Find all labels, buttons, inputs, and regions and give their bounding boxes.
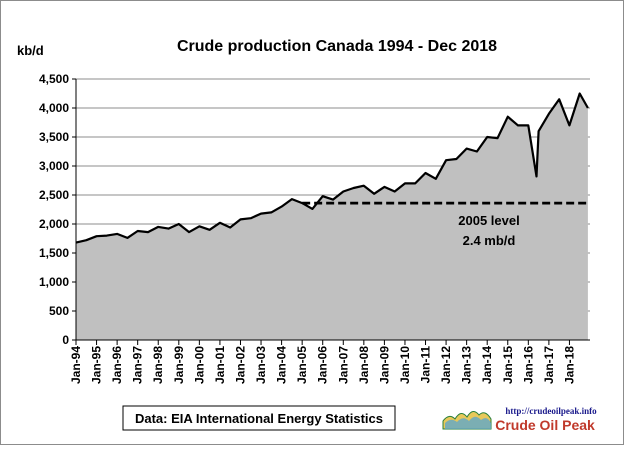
x-tick-label: Jan-09	[377, 346, 391, 384]
axes	[72, 78, 590, 345]
x-tick-labels: Jan-94 Jan-95 Jan-96 Jan-97 Jan-98 Jan-99 Jan-…	[69, 346, 576, 384]
y-tick-label: 2,000	[39, 217, 69, 231]
reference-label-line2: 2.4 mb/d	[463, 233, 516, 248]
x-tick-label: Jan-03	[254, 346, 268, 384]
chart-title: Crude production Canada 1994 - Dec 2018	[177, 38, 497, 55]
x-tick-label: Jan-96	[110, 346, 124, 384]
x-tick-label: Jan-16	[521, 346, 535, 384]
x-tick-label: Jan-13	[460, 346, 474, 384]
production-line	[75, 92, 589, 244]
x-tick-label: Jan-97	[131, 346, 145, 384]
x-tick-label: Jan-11	[419, 346, 433, 384]
y-tick-label: 3,500	[39, 130, 69, 144]
y-tick-label: 1,000	[39, 275, 69, 289]
x-tick-label: Jan-01	[213, 346, 227, 384]
reference-label-line1: 2005 level	[458, 213, 519, 228]
y-tick-label: 500	[49, 304, 69, 318]
source-box	[122, 405, 396, 431]
source-label: Data: EIA International Energy Statistic…	[135, 411, 383, 426]
y-tick-label: 1,500	[39, 246, 69, 260]
x-tick-label: Jan-00	[192, 346, 206, 384]
x-tick-label: Jan-04	[275, 346, 289, 384]
y-tick-label: 2,500	[39, 188, 69, 202]
x-tick-label: Jan-07	[336, 346, 350, 384]
logo-name: Crude Oil Peak	[495, 417, 595, 433]
y-tick-label: 4,500	[39, 72, 69, 86]
x-tick-label: Jan-12	[439, 346, 453, 384]
logo-url: http://crudeoilpeak.info	[505, 406, 597, 416]
x-tick-label: Jan-05	[295, 346, 309, 384]
x-tick-label: Jan-95	[90, 346, 104, 384]
x-tick-label: Jan-99	[172, 346, 186, 384]
x-tick-label: Jan-10	[398, 346, 412, 384]
production-area-fill	[76, 93, 588, 340]
y-tick-label: 3,000	[39, 159, 69, 173]
x-tick-label: Jan-08	[357, 346, 371, 384]
x-tick-label: Jan-06	[316, 346, 330, 384]
x-tick-label: Jan-02	[233, 346, 247, 384]
production-area	[75, 92, 589, 340]
x-tick-label: Jan-15	[501, 346, 515, 384]
y-tick-label: 0	[62, 333, 69, 347]
y-tick-labels: 0 500 1,000 1,500 2,000 2,500 3,000 3,500 4,000 4…	[39, 72, 69, 347]
x-tick-label: Jan-17	[542, 346, 556, 384]
crude-oil-peak-logo: http://crudeoilpeak.info Crude Oil Peak	[442, 406, 597, 433]
y-tick-label: 4,000	[39, 101, 69, 115]
x-tick-label: Jan-14	[480, 346, 494, 384]
x-tick-label: Jan-98	[151, 346, 165, 384]
x-tick-label: Jan-18	[562, 346, 576, 384]
y-axis-label: kb/d	[17, 43, 44, 58]
x-tick-label: Jan-94	[69, 346, 83, 384]
